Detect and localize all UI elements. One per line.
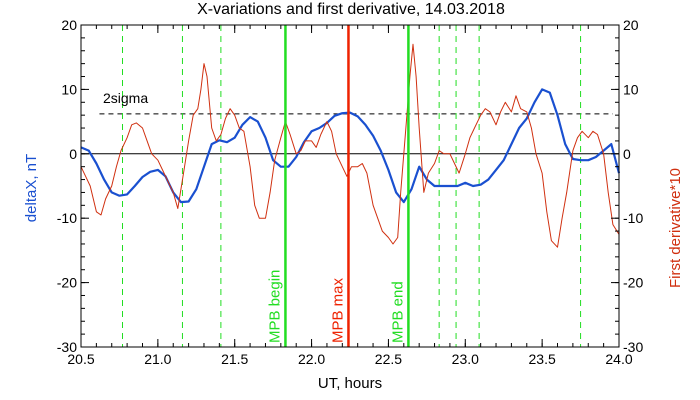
x-tick-label: 20.5	[67, 351, 94, 367]
x-tick-label: 21.5	[221, 351, 248, 367]
x-tick-label: 21.0	[144, 351, 171, 367]
y-tick-label-left: 10	[61, 81, 77, 97]
series-derivative	[80, 43, 620, 248]
y-tick-label-right: -10	[623, 210, 643, 226]
x-tick-label: 22.5	[375, 351, 402, 367]
y-tick-label-right: -30	[623, 339, 643, 355]
marker-label: MPB end	[389, 281, 406, 343]
y-tick-label-left: 0	[69, 146, 77, 162]
x-tick-label: 24.0	[605, 351, 632, 367]
x-tick-label: 23.5	[529, 351, 556, 367]
y-tick-label-left: -20	[57, 275, 77, 291]
chart-title: X-variations and first derivative, 14.03…	[197, 1, 505, 18]
marker-label: MPB begin	[266, 270, 283, 343]
y-tick-label-right: 20	[623, 17, 639, 33]
x-axis-label: UT, hours	[318, 375, 382, 392]
y-tick-label-right: 0	[623, 146, 631, 162]
y-axis-label-left: deltaX, nT	[23, 154, 40, 222]
y-tick-label-left: -10	[57, 210, 77, 226]
threshold-label: 2sigma	[103, 90, 148, 106]
x-tick-label: 23.0	[452, 351, 479, 367]
y-tick-label-right: -20	[623, 275, 643, 291]
y-tick-label-right: 10	[623, 81, 639, 97]
y-axis-label-right: First derivative*10	[667, 168, 684, 288]
y-tick-label-left: 20	[61, 17, 77, 33]
y-tick-label-left: -30	[57, 339, 77, 355]
plot-frame	[80, 24, 620, 348]
marker-label: MPB max	[329, 277, 346, 343]
series-deltaX	[80, 88, 621, 204]
x-tick-label: 22.0	[298, 351, 325, 367]
